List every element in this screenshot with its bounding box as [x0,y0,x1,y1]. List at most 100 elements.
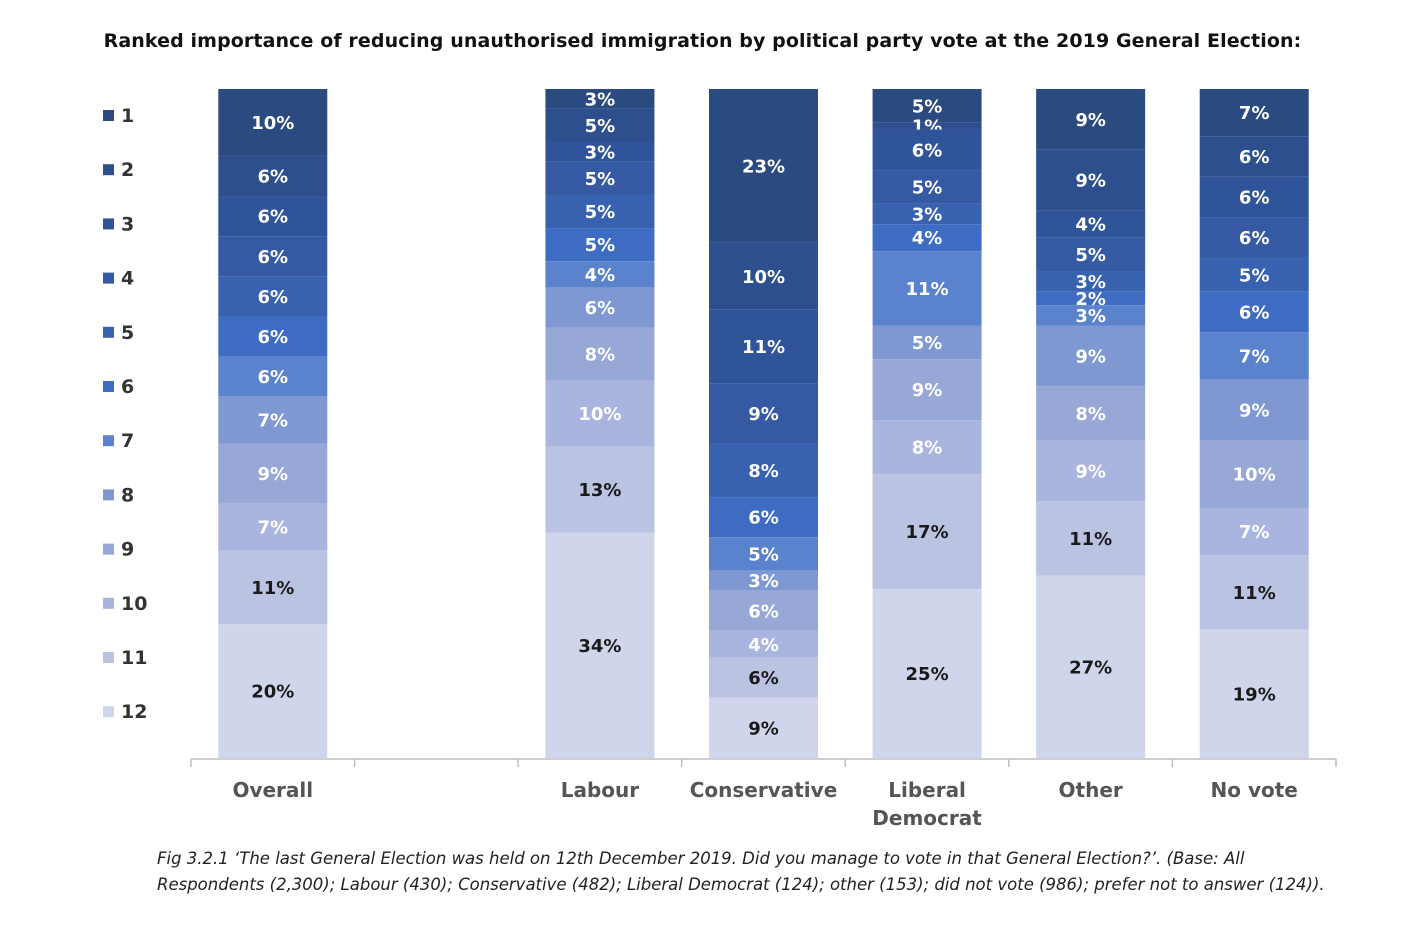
data-label-overall-rank-3: 6% [258,207,289,228]
data-label-no-vote-rank-10: 7% [1239,522,1270,543]
data-label-conservative-rank-1: 23% [742,156,785,177]
data-label-no-vote-rank-3: 6% [1239,188,1270,209]
bar-segment-other-rank-2 [1036,149,1146,211]
data-label-conservative-rank-8: 3% [748,571,779,592]
legend-label-6: 6 [121,376,134,398]
data-label-conservative-rank-4: 9% [748,404,779,425]
data-label-liberal-democrat-rank-5: 3% [912,205,943,226]
legend-label-12: 12 [121,701,147,723]
x-tick-label-no-vote: No vote [1211,778,1298,802]
bar-segment-conservative-rank-9 [709,590,818,631]
bar-segment-other-rank-5 [1036,271,1146,292]
bar-segment-overall-rank-6 [218,316,328,357]
data-label-no-vote-rank-5: 5% [1239,265,1270,286]
bar-segment-liberal-democrat-rank-5 [872,203,982,225]
bar-segment-labour-rank-3 [545,141,655,162]
bar-segment-other-rank-11 [1036,501,1146,576]
data-label-overall-rank-8: 7% [258,411,289,432]
bar-segment-overall-rank-3 [218,196,328,237]
bar-segment-other-rank-4 [1036,237,1146,272]
data-label-labour-rank-8: 6% [585,298,616,319]
legend-label-7: 7 [121,430,134,452]
data-label-liberal-democrat-rank-4: 5% [912,177,943,198]
data-label-other-rank-4: 5% [1075,245,1106,266]
data-label-other-rank-7: 3% [1075,306,1106,327]
data-label-labour-rank-11: 13% [578,480,621,501]
data-label-labour-rank-3: 3% [585,142,616,163]
data-label-other-rank-3: 4% [1075,215,1106,236]
bar-segment-other-rank-8 [1036,325,1146,387]
bar-segment-conservative-rank-1 [709,89,818,243]
data-label-liberal-democrat-rank-11: 17% [906,522,949,543]
bar-segment-overall-rank-4 [218,236,328,277]
bar-segment-labour-rank-11 [545,446,655,533]
bar-segment-labour-rank-9 [545,327,655,381]
bar-segment-conservative-rank-3 [709,309,818,384]
data-label-overall-rank-12: 20% [251,682,294,703]
bar-segment-conservative-rank-12 [709,697,818,758]
data-label-overall-rank-4: 6% [258,247,289,268]
x-tick-label-liberal-democrat: Liberal Democrat [872,778,982,830]
legend-label-9: 9 [121,539,134,561]
data-label-overall-rank-11: 11% [251,578,294,599]
bar-segment-no-vote-rank-6 [1199,291,1309,333]
data-label-other-rank-6: 2% [1075,289,1106,310]
bar-segment-no-vote-rank-11 [1199,555,1309,630]
bar-segment-no-vote-rank-1 [1199,89,1309,137]
data-label-labour-rank-4: 5% [585,169,616,190]
bar-segment-overall-rank-9 [218,443,328,504]
data-label-liberal-democrat-rank-1: 5% [912,96,943,117]
bar-segment-other-rank-3 [1036,210,1146,238]
bar-segment-overall-rank-5 [218,276,328,317]
x-tick-label-other: Other [1059,778,1123,802]
bar-segment-conservative-rank-5 [709,443,818,498]
bar-segment-labour-rank-1 [545,89,655,109]
data-label-other-rank-11: 11% [1069,529,1112,550]
bar-segment-overall-rank-2 [218,155,328,197]
data-label-overall-rank-9: 9% [258,464,289,485]
bar-segment-conservative-rank-10 [709,630,818,658]
bar-segment-labour-rank-10 [545,380,655,447]
legend-swatch-4 [103,272,114,284]
bar-segment-other-rank-10 [1036,440,1146,502]
legend-swatch-5 [103,326,114,338]
legend-label-8: 8 [121,484,134,506]
chart-title: Ranked importance of reducing unauthoris… [103,30,1302,52]
data-label-no-vote-rank-11: 11% [1233,583,1276,604]
bar-segment-liberal-democrat-rank-10 [872,420,982,475]
data-label-conservative-rank-5: 8% [748,461,779,482]
legend-label-5: 5 [121,322,134,344]
legend-swatch-12 [103,706,114,718]
bar-segment-labour-rank-12 [545,532,655,758]
data-label-labour-rank-9: 8% [585,344,616,365]
bar-segment-overall-rank-1 [218,89,328,156]
data-label-labour-rank-7: 4% [585,265,616,286]
data-label-overall-rank-2: 6% [258,166,289,187]
bar-segment-liberal-democrat-rank-1 [872,89,982,123]
data-label-liberal-democrat-rank-3: 6% [912,140,943,161]
data-label-conservative-rank-11: 6% [748,668,779,689]
bar-segment-other-rank-1 [1036,89,1146,150]
bar-segment-overall-rank-8 [218,396,328,444]
data-label-liberal-democrat-rank-9: 9% [912,380,943,401]
bar-segment-other-rank-9 [1036,386,1146,441]
bar-segment-labour-rank-5 [545,194,655,229]
data-label-no-vote-rank-12: 19% [1233,684,1276,705]
data-label-conservative-rank-7: 5% [748,544,779,565]
bar-segment-no-vote-rank-8 [1199,379,1309,441]
bar-segment-other-rank-12 [1036,575,1146,758]
data-label-conservative-rank-2: 10% [742,267,785,288]
bar-segment-labour-rank-6 [545,228,655,262]
data-label-conservative-rank-6: 6% [748,508,779,529]
bar-segment-no-vote-rank-10 [1199,507,1309,556]
bar-segment-overall-rank-7 [218,356,328,397]
data-label-labour-rank-1: 3% [585,89,616,110]
bar-segment-overall-rank-11 [218,550,328,625]
data-label-other-rank-8: 9% [1075,346,1106,367]
data-label-labour-rank-12: 34% [578,636,621,657]
data-label-overall-rank-10: 7% [258,518,289,539]
bar-segment-liberal-democrat-rank-6 [872,224,982,252]
bars: 10% 6% 6% 6% 6% 6% 6% 7% 9% 7% 11% 20% 3% 5% 3% 5% 5% 5% 4… [218,89,1309,758]
